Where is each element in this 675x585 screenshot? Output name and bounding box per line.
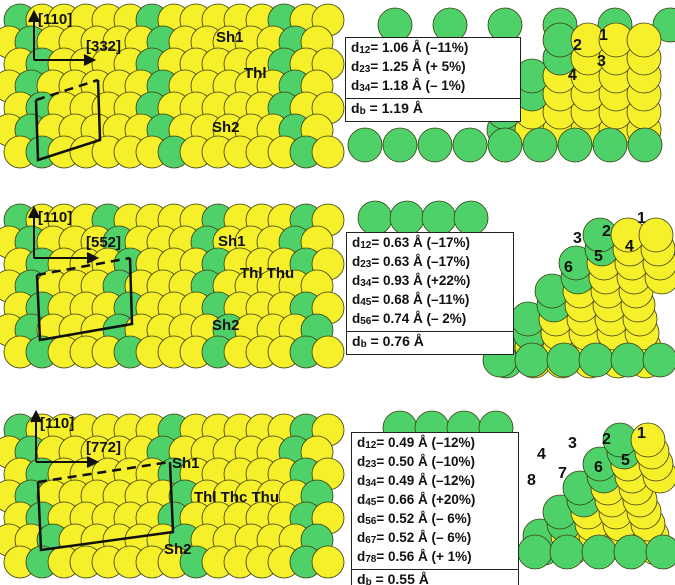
green-atom	[592, 127, 628, 163]
panel-1-spacing-row: d12= 1.06 Å (–11%)	[351, 40, 469, 56]
yellow-atom	[311, 545, 345, 579]
green-atom	[549, 534, 585, 570]
green-atom	[613, 534, 649, 570]
panel-2-spacing-row: d23= 0.63 Å (–17%)	[352, 254, 471, 270]
panel-3-spacing-row: d12= 0.49 Å (–12%)	[357, 435, 476, 451]
panel-2-bulk-spacing: db = 0.76 Å	[347, 331, 513, 354]
yellow-atom	[630, 422, 666, 458]
panel-1-spacing-box: d12= 1.06 Å (–11%) d23= 1.25 Å (+ 5%) d3…	[345, 37, 521, 122]
green-atom	[546, 342, 582, 378]
green-atom	[514, 342, 550, 378]
panel-2-spacing-box: d12= 0.63 Å (–17%) d23= 0.63 Å (–17%) d3…	[346, 232, 514, 355]
panel-3-spacing-row: d23= 0.50 Å (–10%)	[357, 454, 476, 470]
panel-1-bulk-spacing: db = 1.19 Å	[346, 98, 520, 121]
panel-3-spacing-row: d78= 0.56 Å (+ 1%)	[357, 549, 472, 565]
panel-1-spacing-row: d34= 1.18 Å (– 1%)	[351, 78, 466, 94]
panel-2-spacing-row: d45= 0.68 Å (–11%)	[352, 292, 470, 308]
panel-2-spacing-row: d34= 0.93 Å (+22%)	[352, 273, 471, 289]
green-atom	[487, 127, 523, 163]
green-atom	[578, 342, 614, 378]
yellow-atom	[311, 135, 345, 169]
panel-3-spacing-box: d12= 0.49 Å (–12%) d23= 0.50 Å (–10%) d3…	[351, 432, 519, 585]
green-atom	[517, 534, 553, 570]
panel-3-spacing-row: d34= 0.49 Å (–12%)	[357, 473, 476, 489]
green-atom	[417, 127, 453, 163]
green-atom	[610, 342, 646, 378]
panel-2-spacing-row: d12= 0.63 Å (–17%)	[352, 235, 471, 251]
green-atom	[357, 200, 393, 236]
panel-3-bulk-spacing: db = 0.55 Å	[352, 569, 518, 585]
green-atom	[453, 200, 489, 236]
panel-3-spacing-row: d56= 0.52 Å (– 6%)	[357, 511, 472, 527]
yellow-atom	[638, 217, 674, 253]
green-atom	[382, 127, 418, 163]
yellow-atom	[626, 22, 662, 58]
yellow-atom	[311, 335, 345, 369]
green-atom	[522, 127, 558, 163]
green-atom	[645, 534, 675, 570]
panel-3-spacing-row: d67= 0.52 Å (– 6%)	[357, 530, 472, 546]
green-atom	[452, 127, 488, 163]
green-atom	[627, 127, 663, 163]
panel-1-spacing-row: d23= 1.25 Å (+ 5%)	[351, 59, 466, 75]
green-atom	[581, 534, 617, 570]
green-atom	[389, 200, 425, 236]
panel-2-spacing-row: d56= 0.74 Å (– 2%)	[352, 311, 467, 327]
green-atom	[557, 127, 593, 163]
green-atom	[642, 342, 675, 378]
panel-3-spacing-row: d45= 0.66 Å (+20%)	[357, 492, 476, 508]
green-atom	[421, 200, 457, 236]
green-atom	[347, 127, 383, 163]
